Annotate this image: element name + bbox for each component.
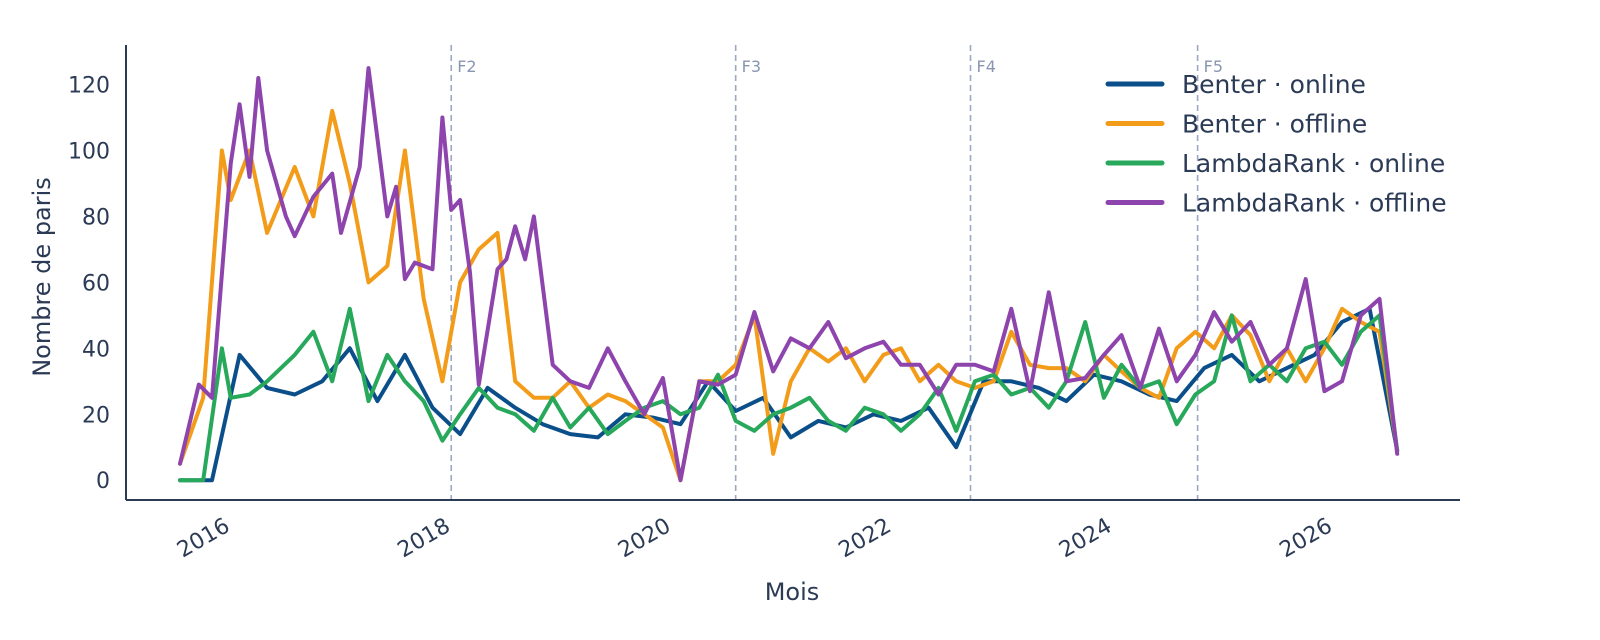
legend-label: Benter · online — [1182, 70, 1366, 99]
series-line-4 — [178, 66, 1400, 483]
vertical-marker-label: F3 — [742, 57, 761, 76]
series-line-2 — [178, 108, 1400, 483]
x-tick-label: 2018 — [394, 514, 455, 564]
legend-label: LambdaRank · offline — [1182, 189, 1447, 218]
axes — [125, 45, 1460, 501]
y-tick-label: 0 — [96, 469, 110, 494]
x-tick-label: 2024 — [1055, 514, 1116, 564]
series-line-3 — [178, 306, 1400, 483]
y-tick-label: 20 — [82, 403, 110, 428]
vertical-marker-label: F5 — [1204, 57, 1223, 76]
y-axis-title: Nombre de paris — [28, 177, 56, 377]
series-line-1 — [178, 306, 1400, 483]
x-tick-label: 2026 — [1276, 514, 1337, 564]
y-tick-label: 120 — [68, 74, 110, 99]
legend-label: LambdaRank · online — [1182, 149, 1445, 178]
y-tick-label: 80 — [82, 205, 110, 230]
x-tick-label: 2020 — [614, 514, 675, 564]
y-tick-label: 100 — [68, 140, 110, 165]
vertical-marker-label: F2 — [457, 57, 476, 76]
x-tick-label: 2016 — [173, 514, 234, 564]
vertical-marker-label: F4 — [976, 57, 995, 76]
legend: Benter · online Benter · offline LambdaRan… — [1105, 70, 1447, 218]
y-ticks: 0 20 40 60 80 100 120 — [68, 74, 110, 495]
x-ticks: 2016 2018 2020 2022 2024 2026 — [173, 514, 1336, 564]
x-axis-title: Mois — [765, 578, 820, 606]
y-tick-label: 40 — [82, 337, 110, 362]
y-tick-label: 60 — [82, 271, 110, 296]
x-tick-label: 2022 — [835, 514, 896, 564]
series-layer — [178, 66, 1400, 483]
legend-label: Benter · offline — [1182, 110, 1367, 139]
vertical-markers: F2 F3 F4 F5 — [450, 45, 1223, 500]
